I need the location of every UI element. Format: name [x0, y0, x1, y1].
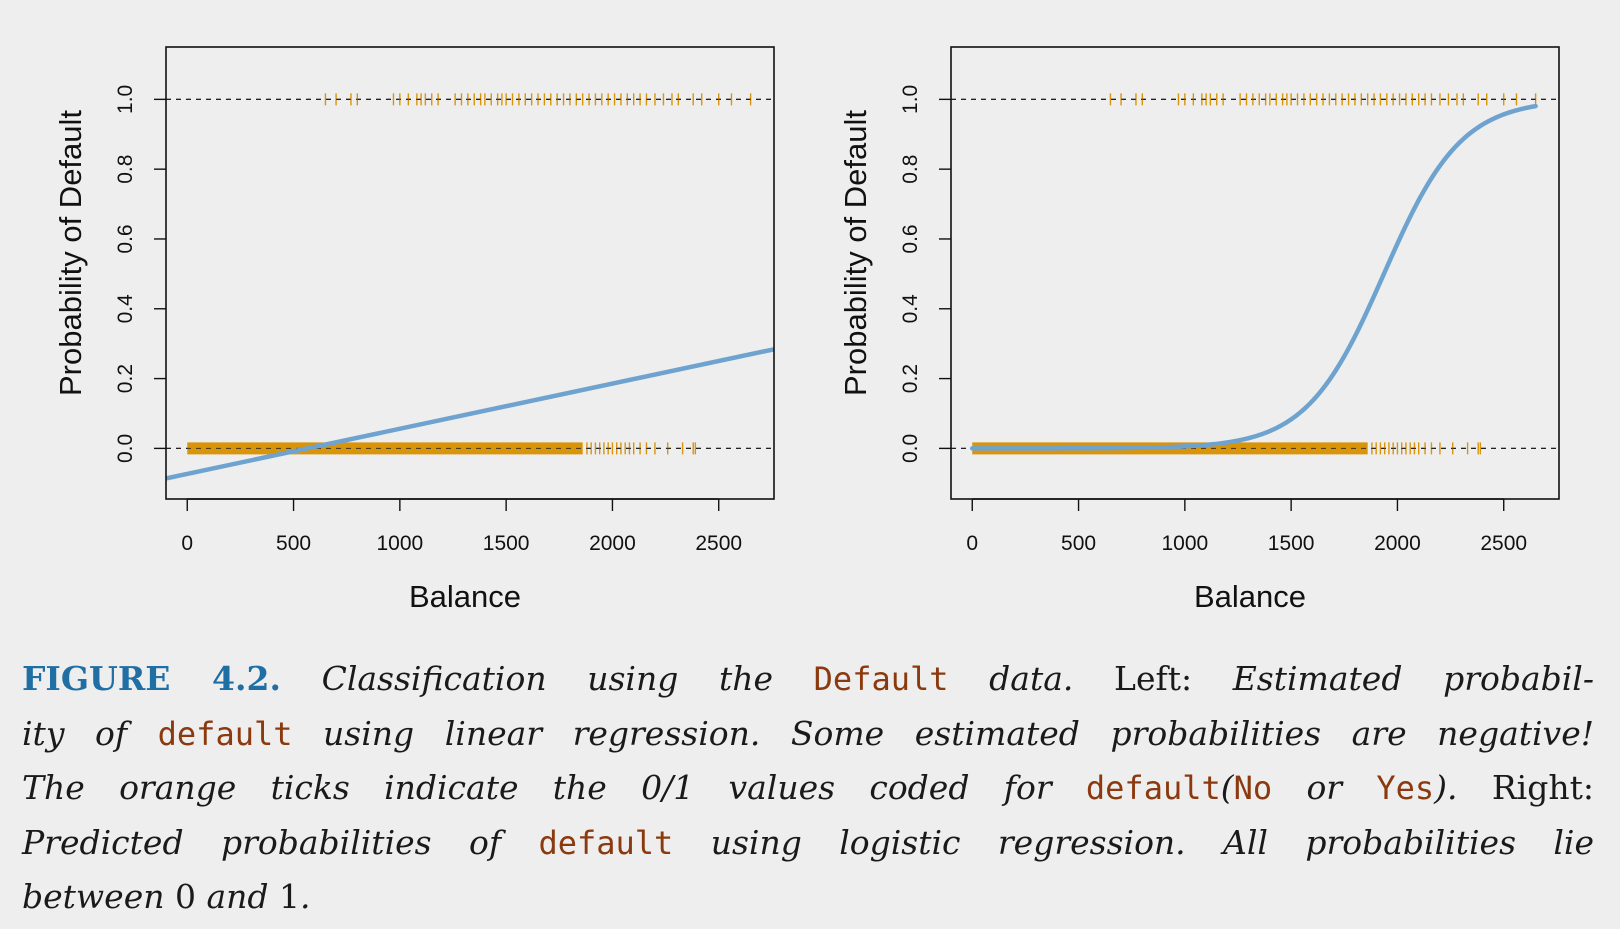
- caption-line-3: The orange ticks indicate the 0/1 values…: [22, 768, 1594, 807]
- x-axis-title: Balance: [409, 579, 521, 614]
- y-tick-label: 0.4: [114, 294, 137, 324]
- x-axis-title: Balance: [1194, 579, 1306, 614]
- charts-svg: 0 500 1000 1500 2000 2500 0.0 0.2 0.4 0.6 0.8 1.0 Ba…: [53, 46, 1560, 614]
- caption-line-1: FIGURE 4.2. Classification using the Def…: [22, 659, 1595, 698]
- y-tick-label: 1.0: [899, 85, 922, 114]
- x-tick-label: 1000: [376, 532, 423, 555]
- code-group: default(No: [1085, 768, 1273, 807]
- x-tick-label: 1000: [1161, 532, 1208, 555]
- y-tick-label: 0.4: [899, 294, 922, 324]
- x-tick-label: 2000: [1374, 532, 1421, 555]
- x-tick-label: 2000: [589, 532, 636, 555]
- x-tick-label: 500: [1061, 532, 1096, 555]
- right-plot-frame: [950, 46, 1560, 500]
- x-tick-label: 500: [276, 532, 311, 555]
- code-default-dataset: Default: [813, 660, 949, 698]
- code-group-2: Yes).: [1376, 768, 1458, 807]
- logistic-fit-curve: [970, 103, 1538, 451]
- right-rug-ticks: [972, 93, 1537, 455]
- figure-number: FIGURE 4.2.: [22, 659, 281, 698]
- y-tick-label: 0.0: [114, 434, 137, 463]
- y-tick-label: 0.6: [899, 224, 922, 253]
- right-panel: 0 500 1000 1500 2000 2500 0.0 0.2 0.4 0.6 0.8 1.0 Ba…: [838, 46, 1560, 614]
- y-tick-label: 0.2: [114, 364, 137, 393]
- x-tick-label: 1500: [483, 532, 530, 555]
- x-tick-label: 1500: [1268, 532, 1315, 555]
- linear-fit-line: [166, 347, 774, 481]
- y-tick-label: 0.8: [114, 155, 137, 184]
- x-tick-label: 2500: [695, 532, 742, 555]
- figure-caption: FIGURE 4.2. Classification using the Def…: [22, 652, 1594, 924]
- x-tick-label: 0: [181, 532, 193, 555]
- y-tick-label: 0.8: [899, 155, 922, 184]
- caption-line-4: Predicted probabilities of default using…: [22, 822, 1595, 862]
- code-default: default: [157, 714, 293, 753]
- left-plot-frame: [165, 46, 775, 500]
- y-axis-title: Probability of Default: [53, 110, 88, 396]
- caption-line-2: ity of default using linear regression. …: [22, 713, 1594, 753]
- y-tick-label: 1.0: [114, 85, 137, 114]
- y-axis-title: Probability of Default: [838, 110, 873, 396]
- left-panel: 0 500 1000 1500 2000 2500 0.0 0.2 0.4 0.6 0.8 1.0 Ba…: [53, 46, 775, 614]
- x-tick-label: 2500: [1480, 532, 1527, 555]
- left-rug-ticks: [187, 93, 752, 455]
- caption-line-5: between 0 and 1.: [22, 877, 311, 916]
- y-tick-label: 0.6: [114, 224, 137, 253]
- y-tick-label: 0.2: [899, 364, 922, 393]
- x-tick-label: 0: [966, 532, 978, 555]
- figure: 0 500 1000 1500 2000 2500 0.0 0.2 0.4 0.6 0.8 1.0 Ba…: [53, 46, 1560, 614]
- y-tick-label: 0.0: [899, 434, 922, 463]
